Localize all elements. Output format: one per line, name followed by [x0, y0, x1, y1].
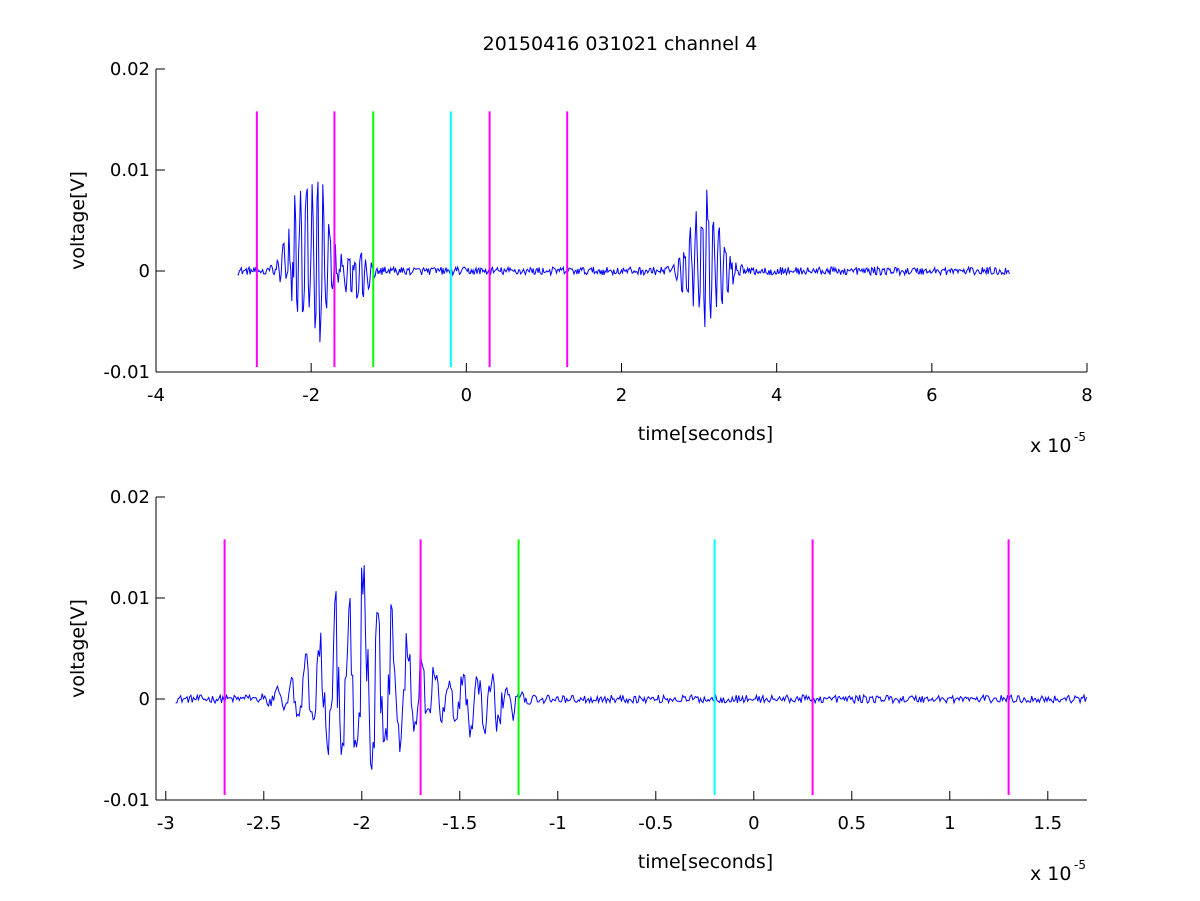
- bottom-plot: -3 -2.5 -2 -1.5 -1 -0.5 0 0.5 1 1.5 -0.01 0 0.01 0.02…: [67, 487, 1087, 885]
- x-tick-label: 2: [616, 385, 627, 406]
- y-tick-label: 0: [139, 261, 150, 282]
- y-tick-label: 0.01: [110, 588, 150, 609]
- x-tick-label: -2: [302, 385, 320, 406]
- y-tick-label: 0.02: [110, 59, 150, 80]
- x-axis-label: time[seconds]: [638, 423, 773, 445]
- x-tick-label: 0: [748, 813, 759, 834]
- y-tick-label: 0.02: [110, 487, 150, 508]
- x-tick-label: 1.5: [1033, 813, 1062, 834]
- x-tick-label: 6: [926, 385, 937, 406]
- x-tick-label: 1: [944, 813, 955, 834]
- x-tick-label: -2.5: [246, 813, 281, 834]
- x-multiplier-label: x 10: [1030, 435, 1071, 457]
- y-tick-label: 0.01: [110, 160, 150, 181]
- x-tick-label: 4: [771, 385, 782, 406]
- x-tick-label: -4: [147, 385, 165, 406]
- x-tick-label: 0: [461, 385, 472, 406]
- x-multiplier-label: x 10: [1030, 863, 1071, 885]
- y-tick-label: -0.01: [103, 790, 150, 811]
- x-tick-label: -0.5: [638, 813, 673, 834]
- top-plot: -4 -2 0 2 4 6 8 -0.01 0 0.01 0.02 time[seconds] volt…: [67, 59, 1093, 457]
- x-tick-label: 8: [1081, 385, 1092, 406]
- x-multiplier-exponent: -5: [1074, 430, 1086, 444]
- x-tick-label: -3: [157, 813, 175, 834]
- x-tick-label: -1: [549, 813, 567, 834]
- x-multiplier-exponent: -5: [1074, 858, 1086, 872]
- chart-title: 20150416 031021 channel 4: [483, 33, 758, 55]
- y-tick-label: -0.01: [103, 362, 150, 383]
- signal-trace: [175, 565, 1087, 770]
- y-axis-label: voltage[V]: [67, 599, 89, 698]
- y-tick-label: 0: [139, 689, 150, 710]
- x-axis-label: time[seconds]: [638, 851, 773, 873]
- x-tick-label: 0.5: [837, 813, 866, 834]
- signal-trace: [237, 181, 1010, 343]
- x-tick-label: -2: [353, 813, 371, 834]
- y-axis-label: voltage[V]: [67, 171, 89, 270]
- x-tick-label: -1.5: [442, 813, 477, 834]
